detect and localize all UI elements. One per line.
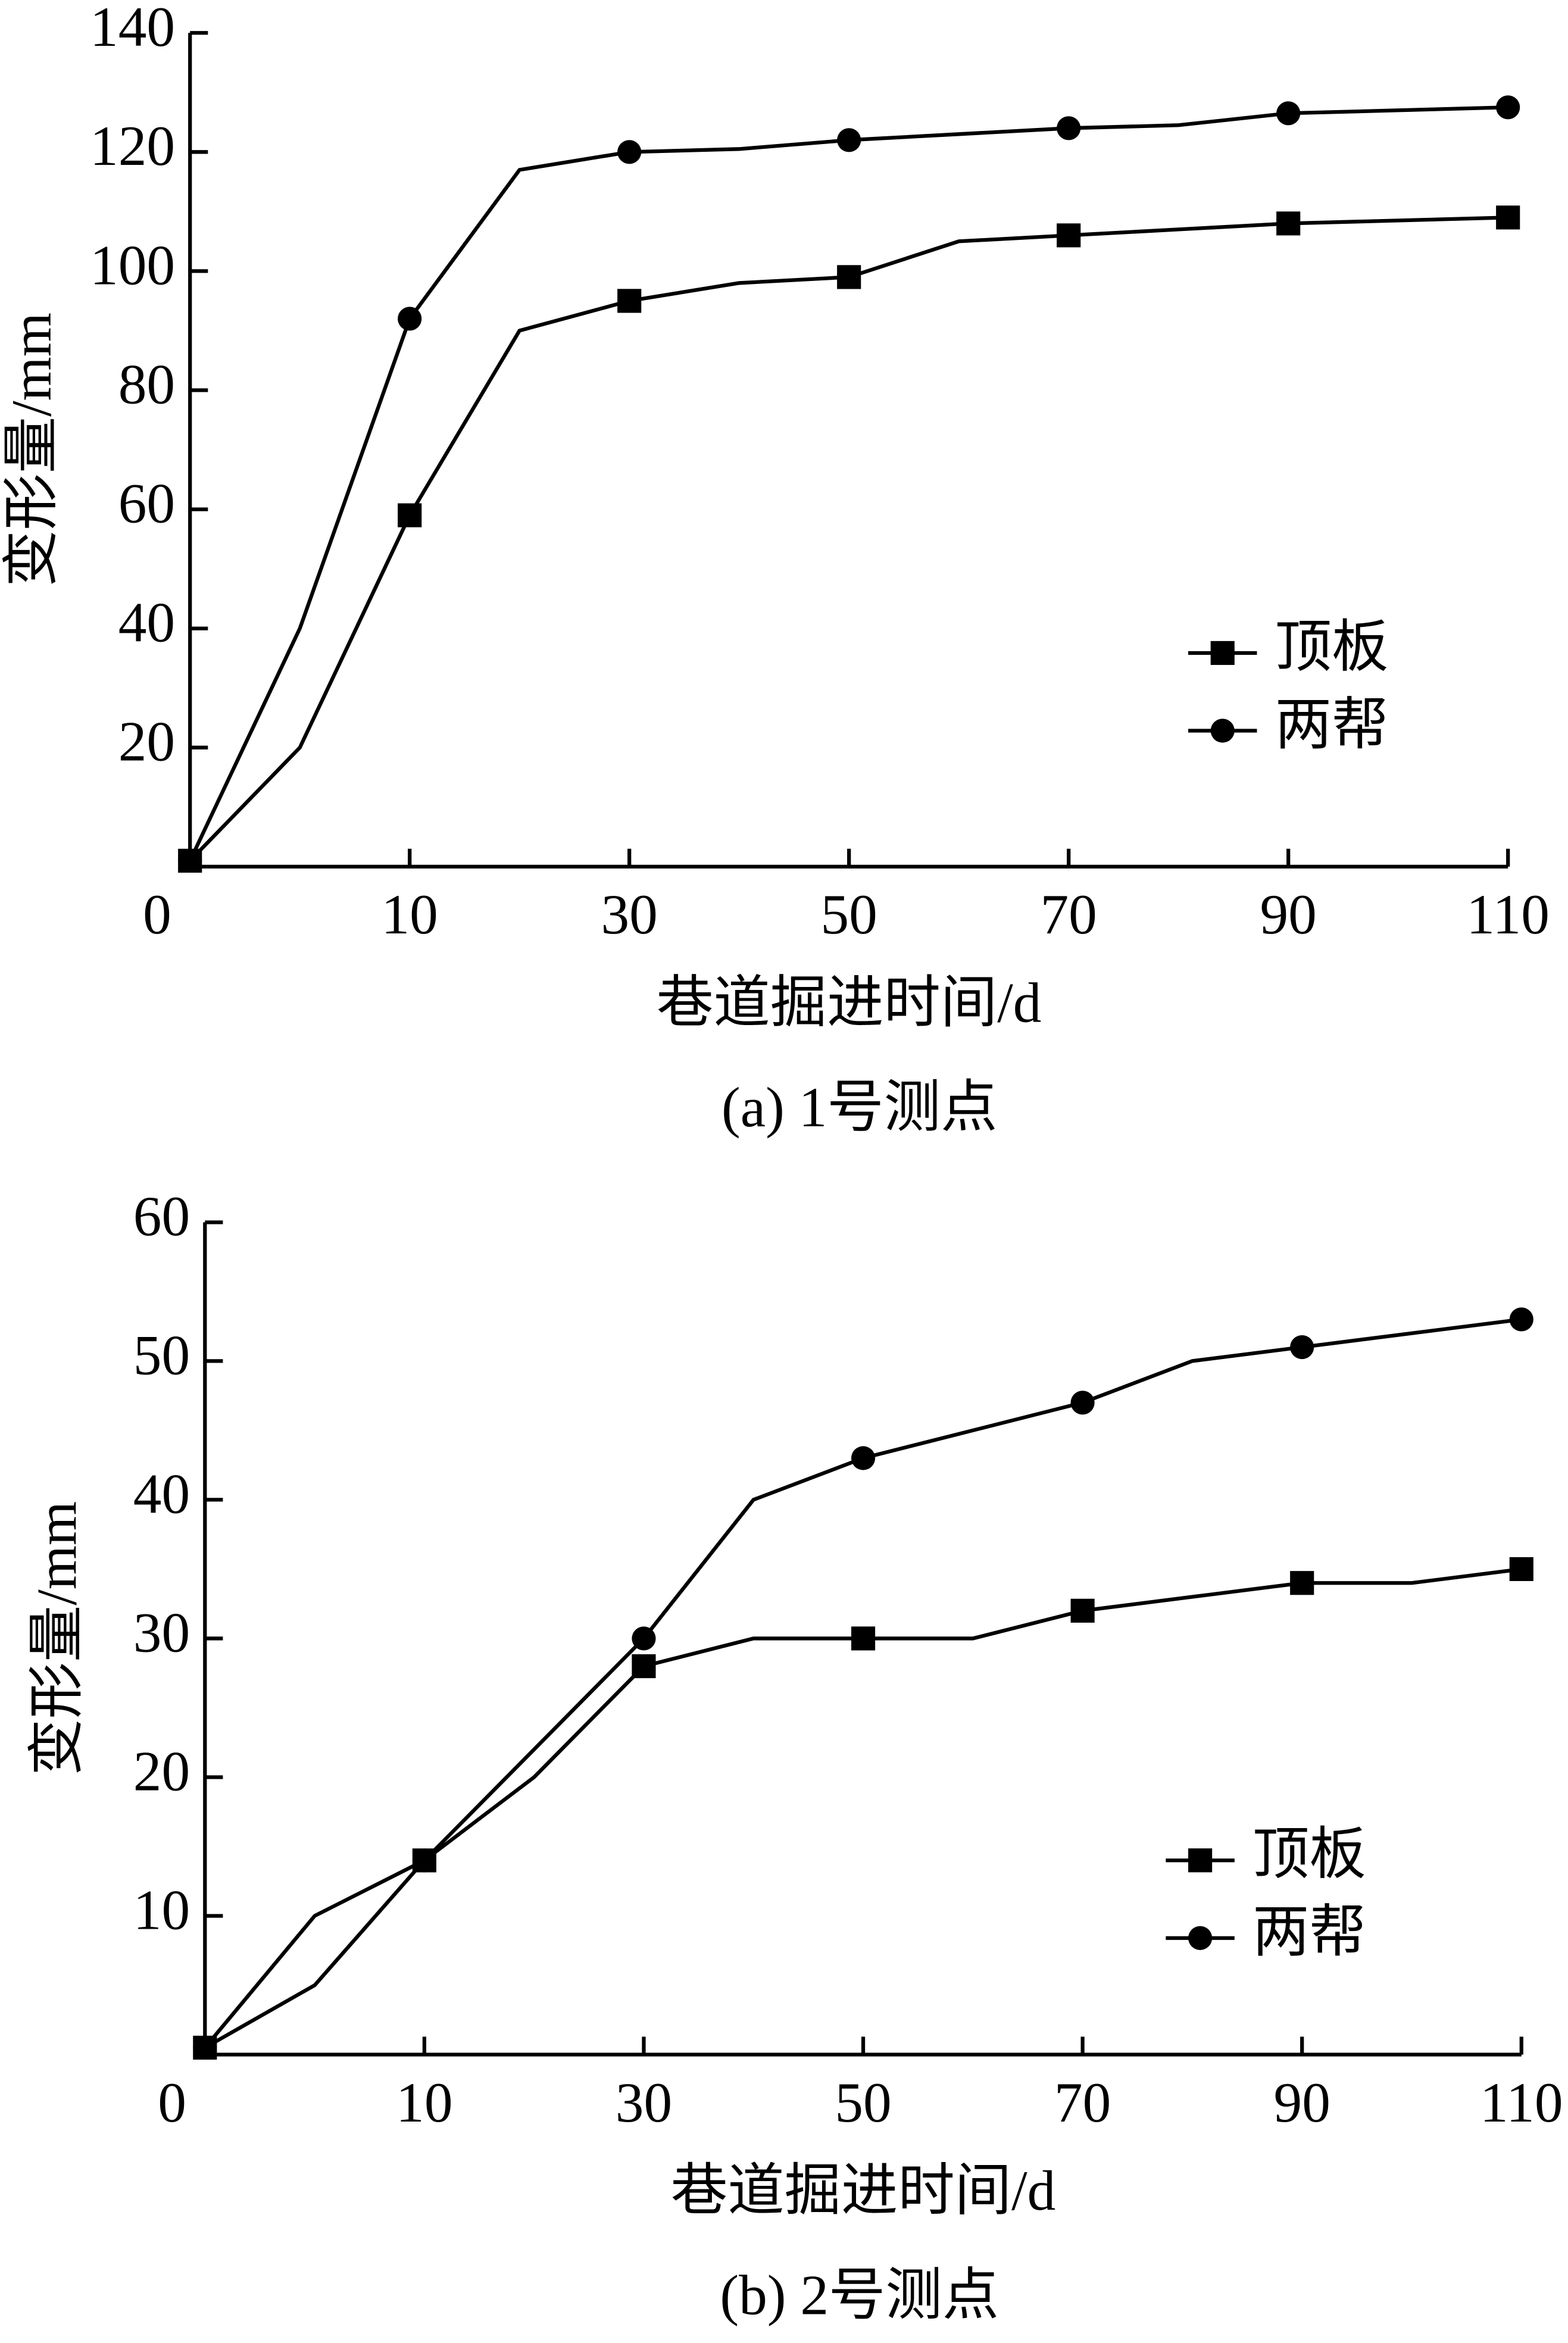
x-tick-label: 110 [1480, 2071, 1563, 2134]
legend-marker [1210, 641, 1235, 666]
data-point [837, 128, 861, 152]
legend-label: 两帮 [1252, 1901, 1366, 1964]
y-tick-label: 50 [133, 1323, 190, 1386]
y-axis-label: 变形量/mm [0, 313, 63, 587]
x-tick-label: 90 [1274, 2071, 1330, 2134]
data-point [1290, 1335, 1314, 1360]
data-point [632, 1626, 656, 1651]
x-tick-label: 10 [396, 2071, 452, 2134]
caption: (b) 2号测点 [720, 2264, 999, 2327]
data-point [398, 503, 422, 527]
legend-marker [1210, 718, 1235, 743]
data-point [1057, 116, 1081, 140]
data-point [1276, 211, 1301, 236]
y-tick-label: 30 [133, 1601, 190, 1664]
y-tick-label: 40 [133, 1462, 190, 1525]
x-tick-label: 50 [835, 2071, 891, 2134]
x-tick-label: 70 [1054, 2071, 1111, 2134]
y-tick-label: 40 [118, 591, 175, 654]
x-tick-label: 30 [616, 2071, 672, 2134]
data-point [837, 265, 861, 289]
legend-marker [1188, 1848, 1213, 1873]
series-line [188, 215, 1508, 863]
data-point [398, 307, 422, 331]
origin-label: 0 [143, 883, 171, 946]
y-tick-label: 100 [90, 233, 175, 296]
x-tick-label: 10 [382, 883, 438, 946]
x-axis-label: 巷道掘进时间/d [671, 2159, 1055, 2222]
y-axis-label: 变形量/mm [26, 1501, 89, 1776]
origin-label: 0 [158, 2071, 186, 2134]
series-line [188, 105, 1508, 862]
data-point [851, 1626, 876, 1651]
y-tick-label: 10 [133, 1878, 190, 1941]
data-point [1057, 223, 1081, 248]
data-point [1290, 1571, 1314, 1595]
y-tick-label: 60 [118, 472, 175, 535]
x-tick-label: 110 [1466, 883, 1550, 946]
y-tick-label: 20 [133, 1739, 190, 1802]
data-point [617, 289, 642, 313]
data-point [1070, 1391, 1095, 1415]
legend-marker [1188, 1926, 1213, 1950]
data-point [617, 140, 642, 164]
data-point [632, 1654, 656, 1679]
legend-label: 顶板 [1275, 616, 1389, 679]
y-tick-label: 120 [90, 114, 175, 177]
x-tick-label: 90 [1260, 883, 1317, 946]
data-point [1276, 101, 1301, 126]
data-point [1496, 205, 1520, 230]
y-tick-label: 20 [118, 710, 175, 773]
data-point [193, 2035, 217, 2060]
x-tick-label: 50 [821, 883, 877, 946]
data-point [1070, 1598, 1095, 1623]
y-tick-label: 140 [90, 0, 175, 58]
x-axis-label: 巷道掘进时间/d [657, 971, 1041, 1034]
data-point [178, 848, 202, 873]
legend-label: 两帮 [1275, 693, 1389, 756]
data-point [1509, 1307, 1533, 1332]
data-point [851, 1446, 876, 1470]
data-point [1496, 95, 1520, 120]
x-tick-label: 30 [601, 883, 658, 946]
x-tick-label: 70 [1041, 883, 1097, 946]
y-tick-label: 60 [133, 1185, 190, 1248]
caption: (a) 1号测点 [721, 1076, 998, 1139]
legend-label: 顶板 [1252, 1823, 1366, 1886]
data-point [1509, 1557, 1533, 1582]
data-point [412, 1848, 436, 1873]
y-tick-label: 80 [118, 352, 175, 416]
